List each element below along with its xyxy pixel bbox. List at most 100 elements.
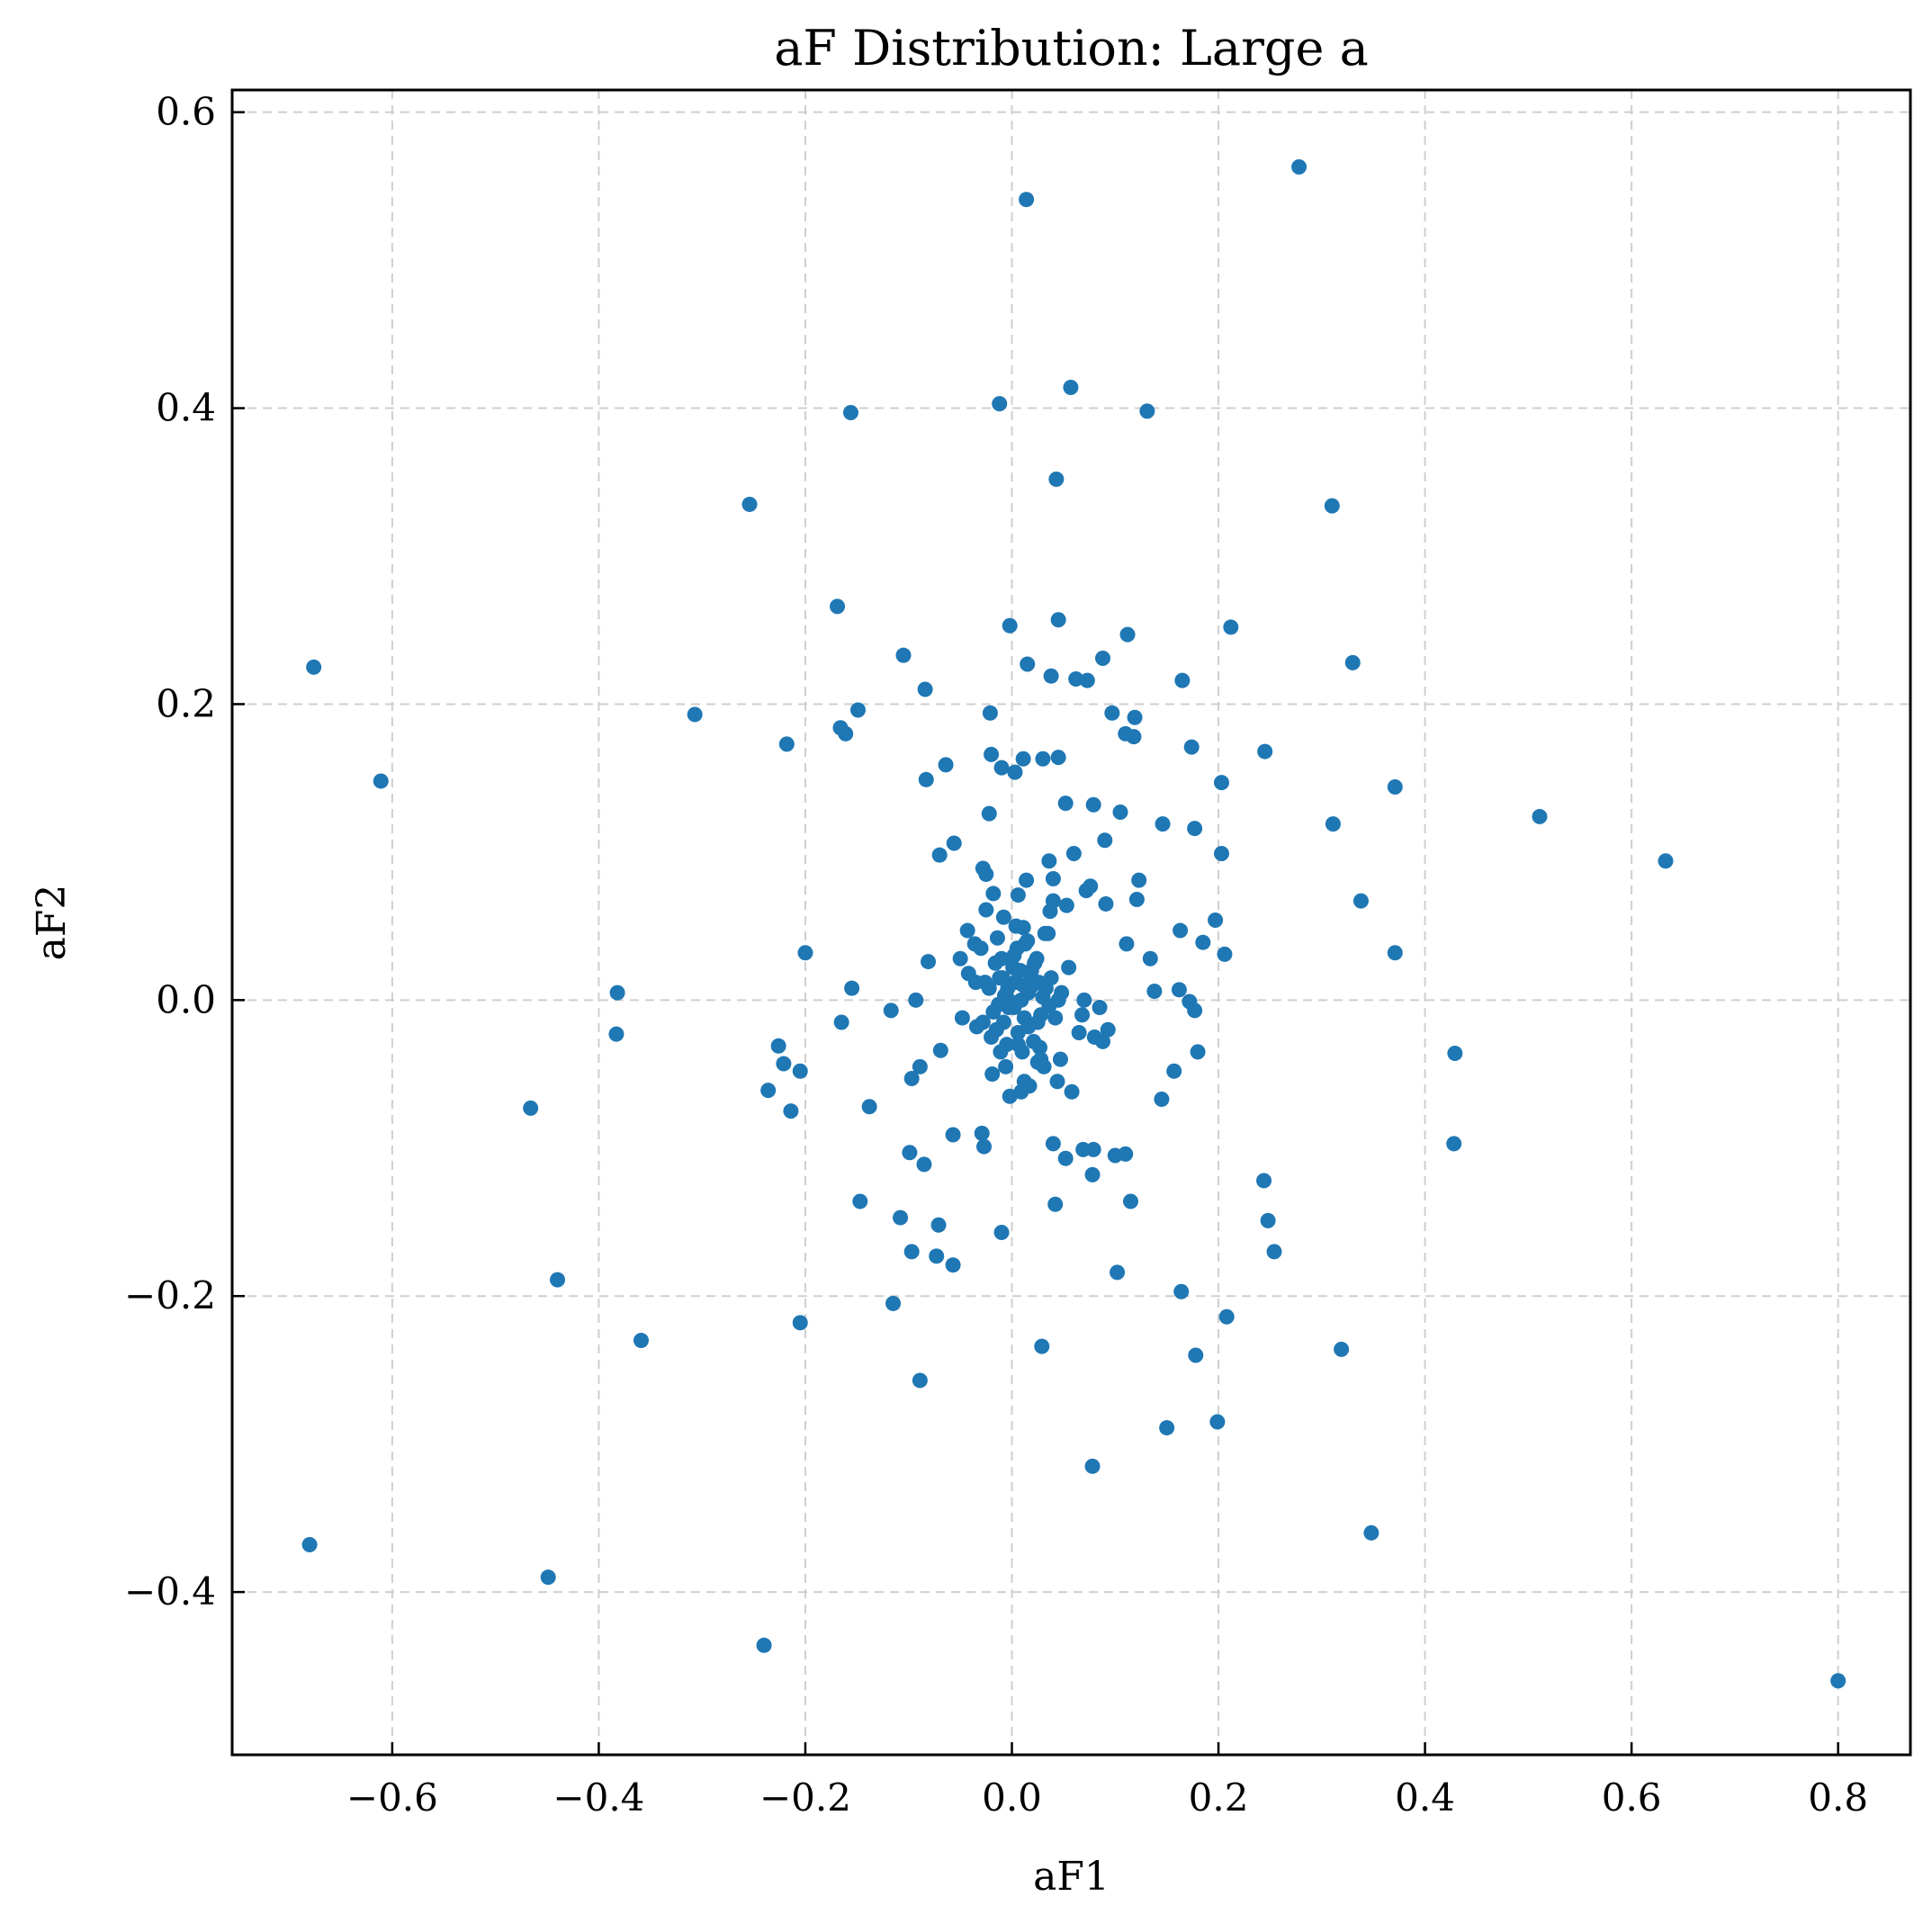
- x-tick-label: 0.8: [1808, 1776, 1868, 1820]
- scatter-point: [987, 955, 1003, 971]
- scatter-point: [938, 757, 954, 773]
- x-tick-label: 0.0: [982, 1776, 1042, 1820]
- scatter-point: [994, 970, 1011, 986]
- scatter-point: [893, 1209, 909, 1226]
- scatter-point: [1074, 1007, 1091, 1023]
- scatter-point: [908, 992, 924, 1008]
- scatter-point: [973, 940, 989, 957]
- scatter-point: [912, 1372, 928, 1389]
- scatter-point: [550, 1272, 566, 1288]
- scatter-point: [929, 1248, 945, 1264]
- scatter-point: [1006, 948, 1022, 964]
- scatter-point: [1155, 816, 1171, 832]
- scatter-point: [830, 598, 846, 615]
- scatter-point: [756, 1637, 772, 1653]
- scatter-point: [1119, 626, 1136, 643]
- scatter-point: [1027, 955, 1043, 971]
- scatter-point: [902, 1145, 918, 1161]
- scatter-point: [1171, 982, 1187, 998]
- scatter-point: [1447, 1046, 1463, 1062]
- scatter-point: [985, 886, 1002, 902]
- scatter-point: [1084, 1458, 1101, 1474]
- scatter-point: [797, 945, 813, 961]
- scatter-point: [989, 930, 1005, 946]
- scatter-point: [1187, 821, 1203, 837]
- y-tick-label: 0.0: [156, 977, 216, 1021]
- scatter-point: [1057, 1150, 1074, 1166]
- scatter-point: [946, 835, 962, 851]
- scatter-point: [1030, 975, 1047, 991]
- scatter-point: [778, 736, 795, 752]
- scatter-point: [1092, 1000, 1108, 1016]
- scatter-point: [885, 1295, 902, 1311]
- scatter-point: [1042, 904, 1058, 920]
- scatter-point: [609, 984, 625, 1001]
- scatter-point: [1063, 380, 1079, 396]
- scatter-point: [930, 1217, 947, 1233]
- scatter-point: [1446, 1136, 1462, 1152]
- scatter-point: [945, 1127, 961, 1143]
- scatter-point: [838, 725, 854, 742]
- scatter-point: [1007, 764, 1023, 780]
- y-tick-label: −0.2: [124, 1273, 216, 1317]
- scatter-point: [1035, 751, 1051, 767]
- scatter-point: [1352, 893, 1369, 909]
- scatter-point: [1002, 1088, 1018, 1104]
- scatter-point: [1122, 1193, 1138, 1209]
- scatter-point: [833, 1014, 849, 1030]
- scatter-point: [687, 706, 703, 723]
- scatter-point: [1050, 612, 1066, 628]
- y-axis-label: aF2: [29, 885, 75, 961]
- scatter-point: [1001, 992, 1017, 1008]
- points-layer: [301, 159, 1847, 1689]
- x-tick-label: 0.4: [1395, 1776, 1455, 1820]
- scatter-point: [1260, 1212, 1276, 1228]
- scatter-point: [1142, 950, 1158, 966]
- scatter-point: [1223, 619, 1239, 635]
- scatter-point: [741, 496, 758, 512]
- scatter-point: [1043, 668, 1059, 684]
- scatter-point: [1173, 922, 1189, 939]
- scatter-point: [995, 1014, 1011, 1030]
- scatter-point: [959, 922, 975, 939]
- scatter-point: [608, 1026, 625, 1042]
- scatter-point: [912, 1058, 928, 1074]
- scatter-point: [1047, 1010, 1064, 1026]
- scatter-point: [1095, 1033, 1111, 1049]
- scatter-point: [1098, 895, 1114, 912]
- scatter-point: [975, 1014, 991, 1030]
- scatter-point: [1213, 775, 1229, 791]
- scatter-point: [1127, 709, 1143, 725]
- scatter-point: [931, 847, 948, 863]
- scatter-point: [1085, 796, 1101, 813]
- x-tick-label: −0.6: [346, 1776, 438, 1820]
- scatter-point: [1387, 945, 1403, 961]
- scatter-point: [1209, 1414, 1226, 1430]
- scatter-point: [1050, 992, 1066, 1008]
- scatter-point: [776, 1056, 792, 1072]
- scatter-point: [1217, 946, 1233, 962]
- scatter-point: [981, 980, 997, 996]
- scatter-point: [1045, 1136, 1061, 1152]
- x-tick-label: −0.2: [759, 1776, 851, 1820]
- scatter-point: [844, 980, 860, 996]
- scatter-point: [1183, 739, 1200, 755]
- scatter-point: [1017, 936, 1033, 952]
- scatter-point: [1047, 1196, 1064, 1212]
- scatter-point: [373, 773, 389, 789]
- scatter-point: [1040, 925, 1056, 941]
- scatter-point: [1076, 992, 1092, 1008]
- scatter-point: [1166, 1063, 1182, 1079]
- scatter-point: [1110, 1264, 1126, 1281]
- scatter-point: [984, 1066, 1001, 1083]
- scatter-point: [1036, 1058, 1052, 1074]
- scatter-point: [1195, 934, 1211, 950]
- scatter-point: [1015, 977, 1031, 993]
- y-tick-label: 0.4: [156, 386, 216, 430]
- scatter-point: [306, 659, 322, 675]
- scatter-point: [1257, 743, 1273, 760]
- scatter-point: [1008, 918, 1024, 934]
- scatter-point: [998, 1058, 1014, 1074]
- scatter-point: [1188, 1347, 1204, 1363]
